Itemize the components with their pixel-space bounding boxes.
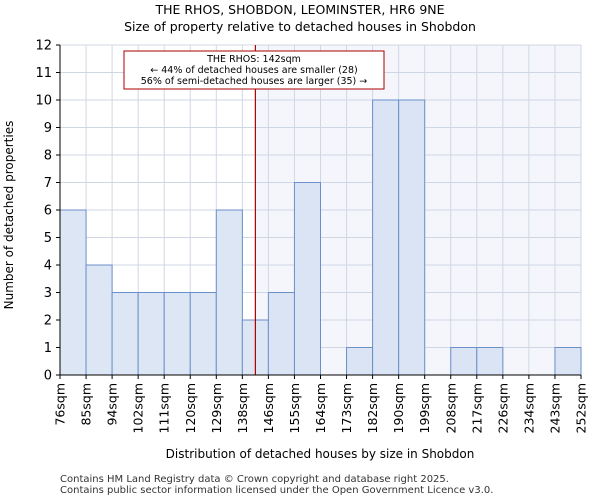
y-tick-label: 8	[44, 149, 52, 164]
y-tick-label: 9	[44, 121, 52, 136]
annotation-line-3: 56% of semi-detached houses are larger (…	[141, 76, 368, 87]
bar-94sqm	[111, 292, 139, 376]
bars	[59, 99, 582, 376]
x-tick-label: 226sqm	[495, 383, 510, 433]
y-tick-label: 7	[44, 176, 52, 191]
x-tick-label: 208sqm	[443, 383, 458, 433]
bar-217sqm	[476, 347, 504, 376]
bar-208sqm	[450, 347, 478, 376]
y-tick-label: 0	[44, 369, 52, 384]
bar-173sqm	[346, 347, 374, 376]
bar-155sqm	[293, 182, 322, 376]
bar-243sqm	[554, 347, 582, 376]
x-axis-label: Distribution of detached houses by size …	[166, 447, 475, 461]
x-tick-label: 164sqm	[313, 383, 328, 433]
y-tick-label: 4	[44, 259, 52, 274]
y-tick-label: 1	[44, 341, 52, 356]
y-tick-label: 6	[44, 204, 52, 219]
y-tick-label: 12	[35, 39, 52, 54]
bar-111sqm	[163, 292, 191, 376]
x-tick-label: 190sqm	[391, 383, 406, 433]
x-tick-label: 243sqm	[547, 383, 562, 433]
bar-85sqm	[85, 264, 113, 376]
y-tick-label: 11	[35, 66, 52, 81]
x-tick-label: 173sqm	[339, 383, 354, 433]
footer-copyright: Contains HM Land Registry data © Crown c…	[60, 474, 449, 485]
x-tick-label: 129sqm	[209, 383, 224, 433]
x-tick-label: 120sqm	[183, 383, 198, 433]
bar-146sqm	[267, 292, 295, 376]
x-tick-label: 182sqm	[365, 383, 380, 433]
x-tick-label: 94sqm	[105, 383, 120, 426]
axes	[56, 44, 582, 379]
x-tick-labels: 76sqm 85sqm 94sqm 102sqm 111sqm 120sqm 129sqm 1…	[53, 383, 589, 433]
bar-76sqm	[59, 209, 87, 376]
y-tick-label: 5	[44, 231, 52, 246]
x-tick-label: 85sqm	[79, 383, 94, 426]
x-tick-label: 138sqm	[235, 383, 250, 433]
x-tick-label: 252sqm	[574, 383, 589, 433]
x-tick-label: 102sqm	[131, 383, 146, 433]
x-tick-label: 217sqm	[469, 383, 484, 433]
annotation-line-2: ← 44% of detached houses are smaller (28…	[150, 65, 357, 76]
x-tick-label: 146sqm	[261, 383, 276, 433]
y-tick-label: 10	[35, 94, 52, 109]
chart-title: THE RHOS, SHOBDON, LEOMINSTER, HR6 9NE	[155, 2, 445, 17]
x-tick-label: 76sqm	[53, 383, 68, 426]
x-tick-label: 234sqm	[521, 383, 536, 433]
y-axis-label: Number of detached properties	[2, 121, 16, 310]
y-tick-label: 3	[44, 286, 52, 301]
annotation-box: THE RHOS: 142sqm ← 44% of detached house…	[123, 50, 385, 90]
bar-182sqm	[372, 99, 400, 376]
y-tick-label: 2	[44, 314, 52, 329]
annotation-line-1: THE RHOS: 142sqm	[206, 54, 301, 65]
x-tick-label: 155sqm	[287, 383, 302, 433]
chart-subtitle: Size of property relative to detached ho…	[124, 19, 476, 34]
x-tick-label: 199sqm	[417, 383, 432, 433]
bar-120sqm	[189, 292, 217, 376]
bar-102sqm	[137, 292, 165, 376]
bar-190sqm	[398, 99, 426, 376]
x-tick-label: 111sqm	[157, 383, 172, 433]
bar-129sqm	[215, 209, 243, 376]
footer-licence: Contains public sector information licen…	[60, 485, 494, 496]
